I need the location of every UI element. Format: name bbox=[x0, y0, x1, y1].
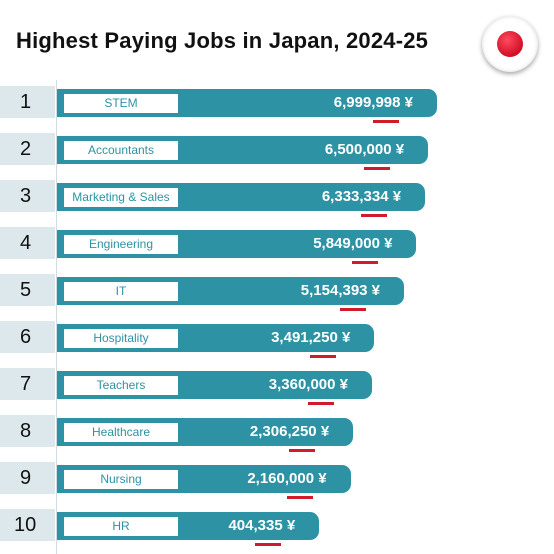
value-underline bbox=[364, 167, 391, 170]
value-underline bbox=[361, 214, 388, 217]
value-underline bbox=[308, 402, 334, 405]
bar: Healthcare 2,306,250 ¥ bbox=[57, 418, 354, 446]
value-underline bbox=[340, 308, 367, 311]
value-label: 6,333,334 ¥ bbox=[322, 188, 401, 205]
chart-row: 9 Nursing 2,160,000 ¥ bbox=[0, 462, 554, 499]
value-label: 6,500,000 ¥ bbox=[325, 141, 404, 158]
chart-row: 1 STEM 6,999,998 ¥ bbox=[0, 86, 554, 123]
value-underline bbox=[255, 543, 282, 546]
value-underline bbox=[373, 120, 399, 123]
yen-unit: ¥ bbox=[335, 376, 348, 393]
value-label: 3,491,250 ¥ bbox=[271, 329, 350, 346]
rank-label: 9 bbox=[0, 462, 55, 494]
chart-row: 8 Healthcare 2,306,250 ¥ bbox=[0, 415, 554, 452]
japan-flag-icon bbox=[482, 16, 538, 72]
category-label: HR bbox=[64, 517, 178, 536]
category-label: Teachers bbox=[64, 376, 178, 395]
yen-unit: ¥ bbox=[337, 329, 351, 346]
yen-unit: ¥ bbox=[316, 423, 330, 440]
chart-row: 5 IT 5,154,393 ¥ bbox=[0, 274, 554, 311]
value-underline bbox=[310, 355, 337, 358]
chart-row: 4 Engineering 5,849,000 ¥ bbox=[0, 227, 554, 264]
value-number: 5,154,393 bbox=[300, 282, 368, 299]
yen-unit: ¥ bbox=[379, 235, 393, 252]
value-underline bbox=[352, 261, 379, 264]
yen-unit: ¥ bbox=[314, 470, 327, 487]
yen-unit: ¥ bbox=[367, 282, 381, 299]
value-number: 3,491,250 bbox=[271, 329, 338, 346]
bar: STEM 6,999,998 ¥ bbox=[57, 89, 437, 117]
value-number: 6,999,998 bbox=[333, 94, 401, 111]
chart-row: 2 Accountants 6,500,000 ¥ bbox=[0, 133, 554, 170]
chart-row: 6 Hospitality 3,491,250 ¥ bbox=[0, 321, 554, 358]
bar-chart: 1 STEM 6,999,998 ¥2 Accountants 6,500,000 ¥3… bbox=[0, 80, 554, 554]
value-label: 2,160,000 ¥ bbox=[247, 470, 326, 487]
value-label: 3,360,000 ¥ bbox=[269, 376, 348, 393]
value-number: 2,160,000 bbox=[247, 470, 315, 487]
rank-label: 10 bbox=[0, 509, 55, 541]
value-label: 5,849,000 ¥ bbox=[313, 235, 392, 252]
bar: Hospitality 3,491,250 ¥ bbox=[57, 324, 375, 352]
rank-label: 2 bbox=[0, 133, 55, 165]
value-label: 404,335 ¥ bbox=[228, 517, 295, 534]
bar: Nursing 2,160,000 ¥ bbox=[57, 465, 351, 493]
value-label: 2,306,250 ¥ bbox=[250, 423, 329, 440]
bar: HR 404,335 ¥ bbox=[57, 512, 320, 540]
category-label: Hospitality bbox=[64, 329, 178, 348]
bar: Marketing & Sales 6,333,334 ¥ bbox=[57, 183, 426, 211]
chart-row: 3 Marketing & Sales 6,333,334 ¥ bbox=[0, 180, 554, 217]
value-underline bbox=[286, 496, 313, 499]
category-label: STEM bbox=[64, 94, 178, 113]
value-number: 3,360,000 bbox=[268, 376, 336, 393]
rank-label: 4 bbox=[0, 227, 55, 259]
category-label: Engineering bbox=[64, 235, 178, 254]
value-number: 6,333,334 bbox=[321, 188, 389, 205]
bar: Teachers 3,360,000 ¥ bbox=[57, 371, 372, 399]
bar: IT 5,154,393 ¥ bbox=[57, 277, 405, 305]
japan-flag-red-disc bbox=[497, 31, 523, 57]
value-label: 5,154,393 ¥ bbox=[301, 282, 380, 299]
yen-unit: ¥ bbox=[400, 94, 413, 111]
yen-unit: ¥ bbox=[388, 188, 402, 205]
rank-label: 3 bbox=[0, 180, 55, 212]
bar: Engineering 5,849,000 ¥ bbox=[57, 230, 417, 258]
category-label: Healthcare bbox=[64, 423, 178, 442]
chart-row: 10 HR 404,335 ¥ bbox=[0, 509, 554, 546]
rank-label: 6 bbox=[0, 321, 55, 353]
category-label: Marketing & Sales bbox=[64, 188, 178, 207]
rank-label: 1 bbox=[0, 86, 55, 118]
value-number: 404,335 bbox=[228, 517, 283, 534]
yen-unit: ¥ bbox=[391, 141, 405, 158]
category-label: Nursing bbox=[64, 470, 178, 489]
chart-title: Highest Paying Jobs in Japan, 2024-25 bbox=[16, 28, 429, 53]
rank-label: 7 bbox=[0, 368, 55, 400]
value-number: 6,500,000 bbox=[324, 141, 392, 158]
yen-unit: ¥ bbox=[282, 517, 296, 534]
value-underline bbox=[289, 449, 316, 452]
category-label: Accountants bbox=[64, 141, 178, 160]
rank-divider bbox=[56, 80, 57, 554]
rank-label: 8 bbox=[0, 415, 55, 447]
category-label: IT bbox=[64, 282, 178, 301]
rank-label: 5 bbox=[0, 274, 55, 306]
value-label: 6,999,998 ¥ bbox=[334, 94, 413, 111]
value-number: 5,849,000 bbox=[313, 235, 380, 252]
chart-row: 7 Teachers 3,360,000 ¥ bbox=[0, 368, 554, 405]
bar: Accountants 6,500,000 ¥ bbox=[57, 136, 429, 164]
value-number: 2,306,250 bbox=[249, 423, 317, 440]
